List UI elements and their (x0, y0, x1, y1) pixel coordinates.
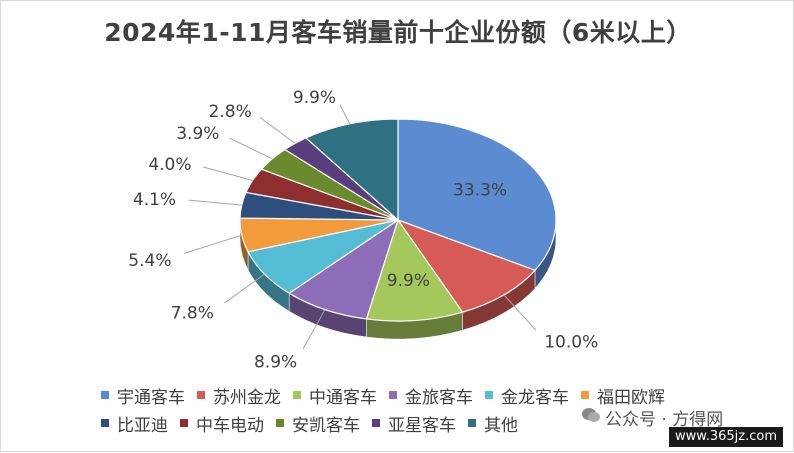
pie-labels: 33.3% 10.0% 9.9% 8.9% 7.8% 5.4% 4.1% 4.0% 3.9%2.… (128, 88, 598, 373)
legend-swatch-4 (485, 391, 493, 399)
data-label-1: 10.0% (544, 332, 598, 352)
data-label-2: 9.9% (387, 271, 430, 291)
pie-slice-3 (288, 218, 400, 320)
legend-swatch-6 (101, 419, 109, 427)
legend-item-5: 福田欧辉 (581, 383, 665, 408)
legend-swatch-2 (293, 391, 301, 399)
legend-row-1: 比亚迪 中车电动 安凯客车 亚星客车 其他 (101, 409, 741, 437)
legend-swatch-8 (276, 419, 284, 427)
legend-label-8: 安凯客车 (292, 415, 360, 436)
legend-label-10: 其他 (484, 415, 518, 436)
legend-item-8: 安凯客车 (276, 411, 360, 436)
leader-line-8 (229, 137, 273, 160)
legend-swatch-1 (197, 391, 205, 399)
legend-swatch-0 (101, 391, 109, 399)
data-label-10: 9.9% (293, 88, 336, 108)
leader-line-6 (188, 199, 242, 206)
data-label-8: 3.9% (176, 124, 219, 144)
data-label-9: 2.8% (209, 102, 252, 122)
legend-item-3: 金旅客车 (389, 383, 473, 408)
legend-row-0: 宇通客车 苏州金龙 中通客车 金旅客车 金龙客车 福田欧辉 (101, 381, 741, 409)
legend-swatch-5 (581, 391, 589, 399)
legend-label-5: 福田欧辉 (597, 387, 665, 408)
watermark: 公众号 · 方得网 www.365jz.com (581, 401, 793, 451)
legend-swatch-3 (389, 391, 397, 399)
data-label-4: 7.8% (171, 304, 214, 324)
wechat-icon (582, 408, 600, 422)
legend-item-10: 其他 (468, 411, 518, 436)
legend-item-9: 亚星客车 (372, 411, 456, 436)
leader-line-5 (183, 234, 242, 254)
legend-swatch-9 (372, 419, 380, 427)
leader-line-7 (203, 166, 253, 181)
watermark-url: www.365jz.com (669, 427, 783, 447)
leader-line-9 (259, 116, 296, 144)
legend-label-7: 中车电动 (196, 415, 264, 436)
legend-label-4: 金龙客车 (501, 387, 569, 408)
legend-label-0: 宇通客车 (117, 387, 185, 408)
legend-label-9: 亚星客车 (388, 415, 456, 436)
leader-line-4 (224, 273, 265, 304)
data-label-5: 5.4% (128, 251, 171, 271)
pie-top (239, 118, 557, 322)
pie-slice-0 (397, 118, 557, 272)
leader-line-3 (302, 309, 326, 350)
legend-swatch-7 (180, 419, 188, 427)
leader-line-1 (503, 294, 537, 331)
legend-label-2: 中通客车 (309, 387, 377, 408)
data-label-0: 33.3% (453, 181, 507, 201)
legend-item-7: 中车电动 (180, 411, 264, 436)
pie-slice-10 (304, 118, 399, 222)
watermark-account: 公众号 · 方得网 (605, 410, 724, 430)
legend-label-3: 金旅客车 (405, 387, 473, 408)
legend-label-1: 苏州金龙 (213, 387, 281, 408)
leader-line-10 (339, 104, 351, 125)
legend-swatch-10 (468, 419, 476, 427)
legend-label-6: 比亚迪 (117, 415, 168, 436)
legend-item-6: 比亚迪 (101, 411, 168, 436)
legend-item-1: 苏州金龙 (197, 383, 281, 408)
legend-item-4: 金龙客车 (485, 383, 569, 408)
legend-item-2: 中通客车 (293, 383, 377, 408)
data-label-3: 8.9% (254, 353, 297, 373)
data-label-7: 4.0% (148, 155, 191, 175)
data-label-6: 4.1% (133, 190, 176, 210)
legend: 宇通客车 苏州金龙 中通客车 金旅客车 金龙客车 福田欧辉比亚迪 中车电动 安凯客车 亚星客车 其… (101, 381, 741, 437)
chart-title: 2024年1-11月客车销量前十企业份额（6米以上） (104, 18, 692, 47)
legend-item-0: 宇通客车 (101, 383, 185, 408)
